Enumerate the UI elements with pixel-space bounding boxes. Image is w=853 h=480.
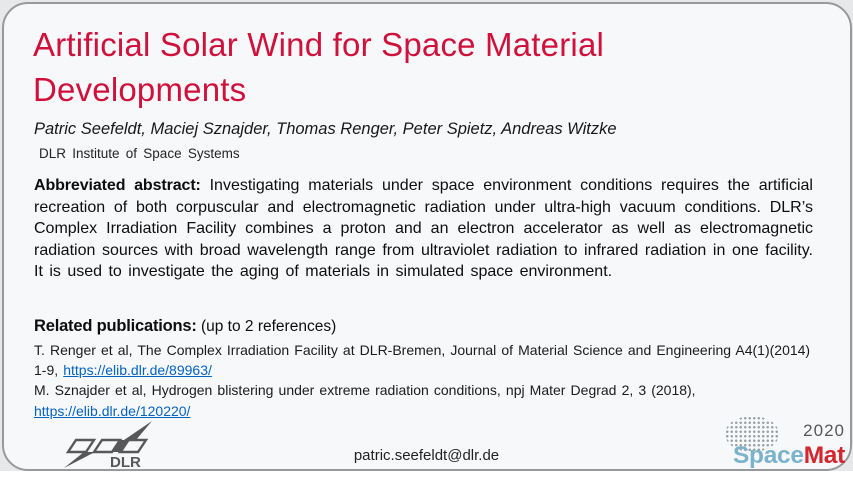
email-text: patric.seefeldt@dlr.de: [353, 447, 500, 464]
publications-label: Related publications:: [34, 317, 197, 335]
reference-1-link[interactable]: https://elib.dlr.de/89963/: [63, 362, 212, 379]
reference-1-text: T. Renger et al, The Complex Irradiation…: [34, 342, 811, 379]
page-title: Artificial Solar Wind for Space Material…: [33, 26, 605, 108]
spacemat-year: 2020: [803, 421, 845, 440]
reference-item: T. Renger et al, The Complex Irradiation…: [34, 340, 823, 380]
affiliation-line: DLR Institute of Space Systems: [39, 146, 240, 161]
spacemat-globe-icon: [725, 416, 779, 452]
publications-heading: Related publications: (up to 2 reference…: [34, 317, 336, 336]
spacemat-wordmark-mat: Mat: [803, 442, 846, 469]
spacemat-wordmark: SpaceMat: [733, 442, 845, 470]
bottom-strip: [0, 471, 853, 480]
abstract-text: Investigating materials under space envi…: [34, 177, 813, 281]
spacemat-wordmark-space: Space: [733, 442, 804, 469]
publications-note: (up to 2 references): [196, 318, 337, 335]
spacemat-logo: 2020 SpaceMat: [701, 414, 849, 474]
references-list: T. Renger et al, The Complex Irradiation…: [34, 340, 823, 421]
reference-2-text: M. Sznajder et al, Hydrogen blistering u…: [34, 382, 696, 399]
authors-line: Patric Seefeldt, Maciej Sznajder, Thomas…: [34, 120, 617, 138]
reference-2-link[interactable]: https://elib.dlr.de/120220/: [34, 402, 191, 419]
abstract-label: Abbreviated abstract:: [34, 177, 201, 194]
abstract-paragraph: Abbreviated abstract: Investigating mate…: [34, 175, 813, 283]
dlr-logo-icon: DLR: [64, 421, 152, 471]
slide-border: [2, 2, 852, 471]
dlr-logo-text: DLR: [110, 454, 141, 469]
reference-item: M. Sznajder et al, Hydrogen blistering u…: [34, 380, 823, 420]
dlr-logo: DLR: [64, 421, 160, 471]
